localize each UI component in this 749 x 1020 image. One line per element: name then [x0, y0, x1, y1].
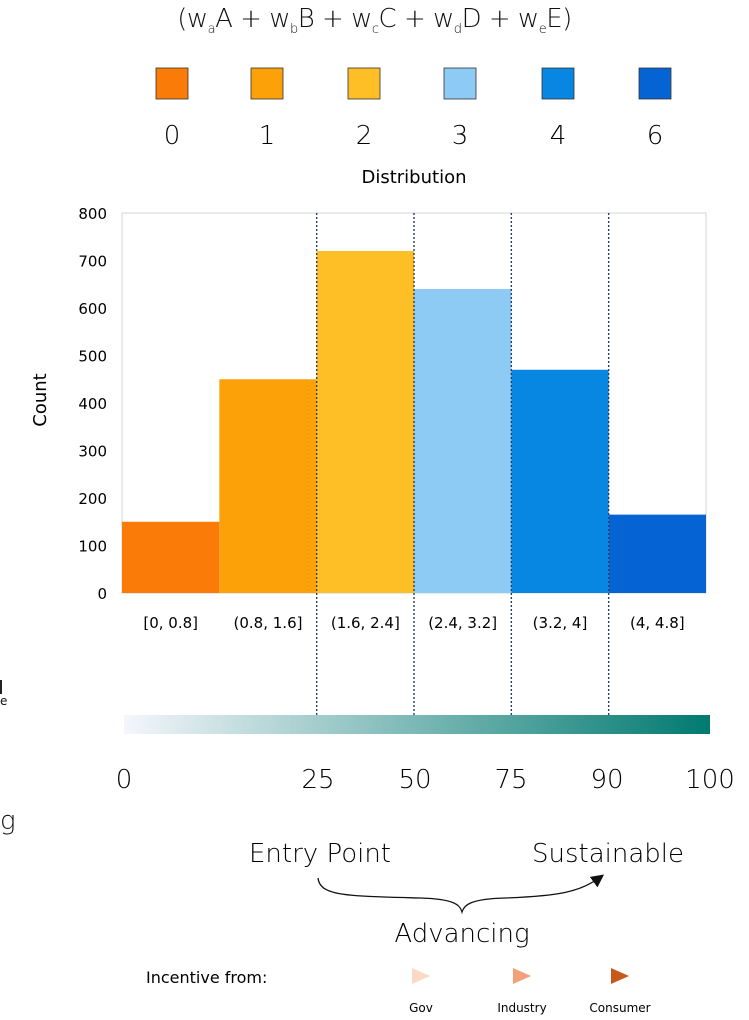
bar-series: [122, 251, 706, 593]
incentive-source-label: Industry: [497, 1001, 546, 1015]
clipped-label-fragment-large: g: [0, 806, 16, 836]
distribution-legend: 0 1 2 3 4 6: [155, 67, 672, 151]
formula-weight: w: [269, 4, 290, 34]
stage-sustainable: Sustainable: [532, 839, 684, 869]
legend-value: 6: [647, 121, 664, 151]
stage-entry-point: Entry Point: [249, 839, 391, 869]
formula-weight: w: [351, 4, 372, 34]
advancing-brace-arrow: [317, 874, 605, 915]
x-tick-label: (0.8, 1.6]: [234, 614, 303, 632]
formula-plus: +: [314, 4, 352, 34]
legend-swatch: [638, 67, 672, 100]
bar: [511, 369, 609, 593]
formula-weight-subscript: e: [538, 22, 547, 37]
y-tick-label: 300: [78, 443, 107, 461]
y-tick-label: 500: [78, 348, 107, 366]
y-tick-label: 0: [97, 585, 107, 603]
y-tick-label: 600: [78, 300, 107, 318]
y-tick-label: 100: [78, 538, 107, 556]
legend-value: 4: [550, 121, 567, 151]
y-tick-label: 200: [78, 490, 107, 508]
formula-variable: E: [546, 4, 563, 34]
legend-swatch: [443, 67, 477, 100]
formula-open-paren: (: [177, 4, 187, 34]
legend-value: 1: [259, 121, 276, 151]
bar: [414, 289, 512, 593]
bar: [122, 521, 220, 593]
x-tick-label: (4, 4.8]: [630, 614, 685, 632]
legend-swatch: [347, 67, 381, 100]
legend-value: 0: [164, 121, 181, 151]
progress-gradient-bar: [124, 715, 710, 734]
legend-swatch: [250, 67, 284, 100]
scale-tick-label: 100: [685, 765, 735, 795]
legend-swatch: [155, 67, 189, 100]
formula-plus: +: [232, 4, 270, 34]
y-tick-label: 800: [78, 205, 107, 223]
incentive-triangle-icon: [513, 968, 531, 984]
x-axis: [0, 0.8] (0.8, 1.6] (1.6, 2.4] (2.4, 3.2] (3…: [143, 614, 684, 632]
x-tick-label: (2.4, 3.2]: [428, 614, 497, 632]
weighted-sum-formula: (waA + wbB + wcC + wdD + weE): [0, 4, 749, 37]
y-tick-label: 400: [78, 395, 107, 413]
bar: [608, 514, 706, 593]
x-tick-label: [0, 0.8]: [143, 614, 198, 632]
incentive-label: Incentive from:: [146, 968, 267, 987]
legend-swatch: [541, 67, 575, 100]
formula-variable: D: [461, 4, 482, 34]
scale-tick-label: 90: [590, 765, 623, 795]
formula-weight: w: [433, 4, 454, 34]
clipped-bracket-mark: [0, 680, 2, 694]
scale-tick-label: 50: [398, 765, 431, 795]
scale-tick-label: 0: [116, 765, 133, 795]
formula-weight: w: [517, 4, 539, 34]
x-tick-label: (3.2, 4]: [533, 614, 588, 632]
incentive-source-label: Gov: [409, 1001, 433, 1015]
formula-weight-subscript: a: [207, 22, 216, 37]
y-axis-label: Count: [30, 373, 51, 426]
formula-weight-subscript: b: [290, 22, 298, 37]
incentive-triangle-icon: [611, 968, 629, 984]
legend-value: 3: [452, 121, 469, 151]
x-tick-label: (1.6, 2.4]: [331, 614, 400, 632]
scale-tick-label: 75: [494, 765, 527, 795]
incentive-triangle-icon: [412, 968, 430, 984]
clipped-label-fragment: e: [0, 694, 8, 708]
scale-tick-label: 25: [301, 765, 334, 795]
formula-plus: +: [481, 4, 518, 34]
bar: [219, 379, 317, 593]
formula-weight-subscript: d: [453, 22, 462, 37]
scale-ticks: 0 25 50 75 90 100: [116, 765, 735, 795]
formula-variable: C: [378, 4, 397, 34]
formula-close-paren: ): [562, 4, 572, 34]
y-axis: 0 100 200 300 400 500 600 700 800: [78, 205, 107, 603]
legend-value: 2: [356, 121, 373, 151]
y-tick-label: 700: [78, 253, 107, 271]
bar: [316, 251, 414, 593]
formula-weight: w: [186, 4, 208, 34]
formula-weight-subscript: c: [371, 22, 379, 37]
incentive-source-label: Consumer: [589, 1001, 650, 1015]
legend-title: Distribution: [361, 167, 466, 188]
formula-variable: B: [297, 4, 315, 34]
formula-variable: A: [215, 4, 233, 34]
stage-advancing: Advancing: [394, 919, 529, 949]
incentive-legend: Gov Industry Consumer: [409, 968, 651, 1015]
formula-plus: +: [396, 4, 434, 34]
